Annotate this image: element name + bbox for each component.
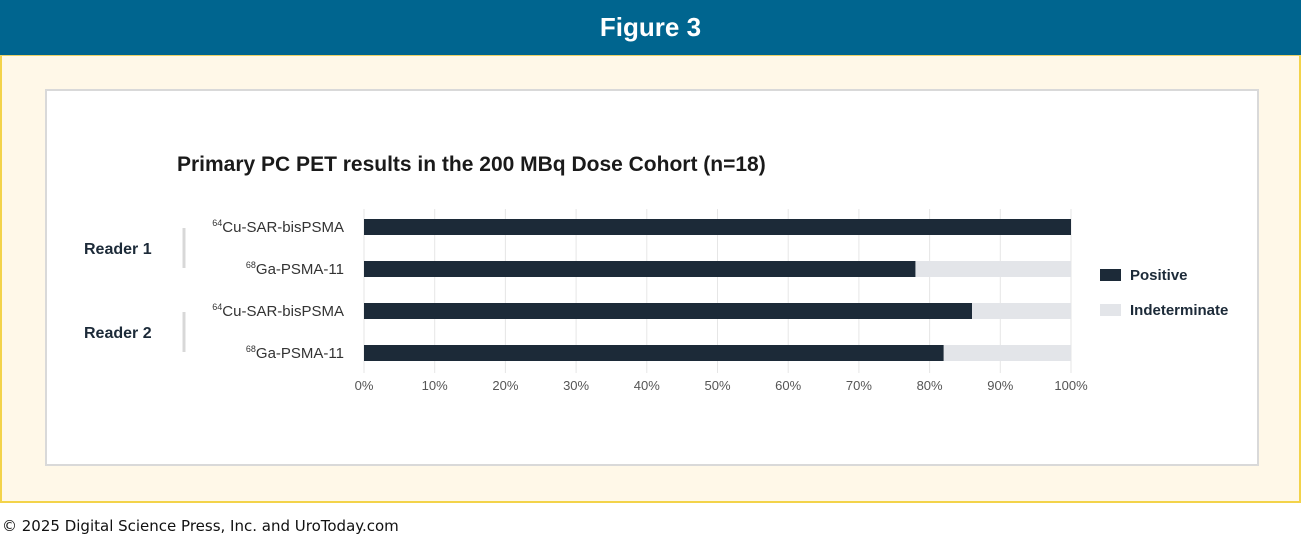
x-tick-label: 30% xyxy=(563,378,589,393)
chart-title: Primary PC PET results in the 200 MBq Do… xyxy=(177,153,766,176)
chart-panel: Primary PC PET results in the 200 MBq Do… xyxy=(45,89,1259,466)
x-tick-label: 80% xyxy=(917,378,943,393)
bar-indeterminate xyxy=(915,261,1071,277)
copyright-text: © 2025 Digital Science Press, Inc. and U… xyxy=(2,517,399,535)
x-tick-label: 90% xyxy=(987,378,1013,393)
x-tick-label: 10% xyxy=(422,378,448,393)
x-tick-label: 60% xyxy=(775,378,801,393)
category-labels: 64Cu-SAR-bisPSMA 68Ga-PSMA-11 64Cu-SAR-bis… xyxy=(212,218,344,362)
category-label: 64Cu-SAR-bisPSMA xyxy=(212,218,344,236)
copyright-footer: © 2025 Digital Science Press, Inc. and U… xyxy=(2,517,399,535)
legend-swatch-indeterminate xyxy=(1100,304,1121,316)
figure-header: Figure 3 xyxy=(0,0,1301,56)
category-label: 68Ga-PSMA-11 xyxy=(246,344,344,362)
x-tick-label: 40% xyxy=(634,378,660,393)
x-tick-label: 100% xyxy=(1054,378,1088,393)
figure-title: Figure 3 xyxy=(599,12,702,42)
x-tick-label: 70% xyxy=(846,378,872,393)
x-tick-label: 0% xyxy=(355,378,374,393)
legend-label-indeterminate: Indeterminate xyxy=(1130,302,1228,319)
group-label: Reader 1 xyxy=(84,241,152,258)
category-label: 64Cu-SAR-bisPSMA xyxy=(212,302,344,320)
category-label: 68Ga-PSMA-11 xyxy=(246,260,344,278)
x-axis-ticks: 0% 10% 20% 30% 40% 50% 60% 70% 80% 90% 100% xyxy=(355,378,1088,393)
group-label: Reader 2 xyxy=(84,325,152,342)
legend: Positive Indeterminate xyxy=(1100,267,1228,319)
bar-indeterminate xyxy=(972,303,1071,319)
bar-positive xyxy=(364,261,916,277)
x-tick-label: 50% xyxy=(704,378,730,393)
bar-positive xyxy=(364,303,973,319)
bars xyxy=(364,219,1071,361)
group-labels: Reader 1 Reader 2 xyxy=(84,228,186,352)
legend-swatch-positive xyxy=(1100,269,1121,281)
bar-indeterminate xyxy=(943,345,1071,361)
x-tick-label: 20% xyxy=(492,378,518,393)
bar-positive xyxy=(364,219,1071,235)
bar-chart: Primary PC PET results in the 200 MBq Do… xyxy=(84,153,1228,393)
legend-label-positive: Positive xyxy=(1130,267,1188,284)
bar-positive xyxy=(364,345,944,361)
